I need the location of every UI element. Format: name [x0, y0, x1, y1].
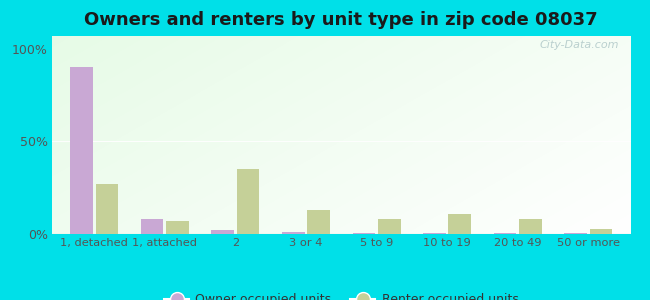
Legend: Owner occupied units, Renter occupied units: Owner occupied units, Renter occupied un…	[159, 288, 523, 300]
Bar	[448, 214, 471, 234]
Bar	[590, 230, 612, 234]
Bar	[237, 169, 259, 234]
Bar	[307, 210, 330, 234]
Bar	[564, 233, 587, 234]
Title: Owners and renters by unit type in zip code 08037: Owners and renters by unit type in zip c…	[84, 11, 598, 29]
Bar	[141, 219, 163, 234]
Text: City-Data.com: City-Data.com	[540, 40, 619, 50]
Bar	[166, 221, 189, 234]
Bar	[493, 233, 516, 234]
Bar	[519, 219, 541, 234]
Bar	[282, 232, 305, 234]
Bar	[70, 68, 93, 234]
Bar	[211, 230, 234, 234]
Bar	[378, 219, 400, 234]
Bar	[352, 233, 375, 234]
Bar	[423, 233, 446, 234]
Bar	[96, 184, 118, 234]
